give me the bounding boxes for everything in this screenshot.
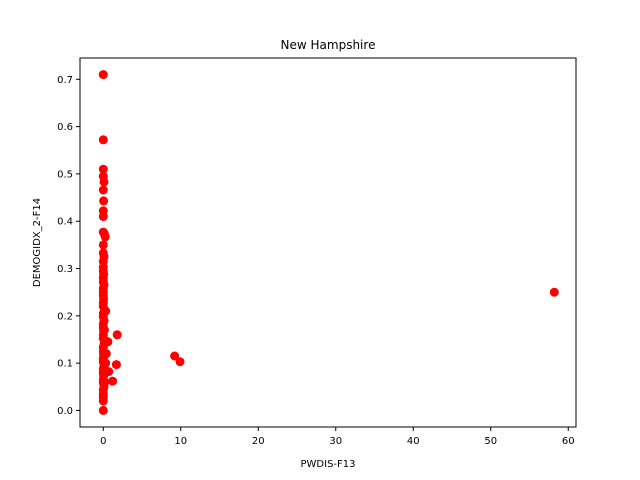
- data-point: [99, 325, 109, 335]
- y-tick-label: 0.7: [57, 75, 73, 86]
- data-point: [101, 349, 111, 359]
- y-tick-label: 0.3: [57, 264, 73, 275]
- data-point: [98, 405, 108, 415]
- y-tick-label: 0.6: [57, 122, 73, 133]
- data-point: [98, 135, 108, 145]
- data-point: [98, 185, 108, 195]
- data-point: [98, 396, 108, 406]
- data-point: [101, 358, 111, 368]
- x-tick-label: 40: [407, 436, 420, 447]
- data-point: [108, 376, 118, 386]
- data-point: [98, 212, 108, 221]
- chart-title: New Hampshire: [281, 38, 376, 52]
- data-point: [111, 360, 121, 370]
- y-tick-label: 0.2: [57, 311, 73, 322]
- y-axis-label: DEMOGIDX_2-F14: [32, 198, 43, 287]
- data-points: [98, 70, 559, 415]
- y-axis: 0.0 0.1 0.2 0.3 0.4 0.5 0.6 0.7: [57, 75, 80, 417]
- data-point: [170, 351, 180, 361]
- y-tick-label: 0.1: [57, 359, 73, 370]
- y-tick-label: 0.5: [57, 169, 73, 180]
- x-axis: 0 10 20 30 40 50 60: [100, 427, 575, 447]
- x-axis-label: PWDIS-F13: [301, 459, 356, 470]
- data-point: [112, 330, 122, 340]
- data-point: [99, 196, 109, 206]
- y-tick-label: 0.0: [57, 406, 73, 417]
- y-tick-label: 0.4: [57, 217, 73, 228]
- x-tick-label: 30: [329, 436, 342, 447]
- plot-frame: [79, 57, 577, 428]
- x-tick-label: 50: [484, 436, 497, 447]
- x-tick-label: 20: [252, 436, 265, 447]
- x-tick-label: 60: [562, 436, 575, 447]
- data-point: [100, 232, 110, 242]
- data-point: [100, 377, 110, 387]
- data-point: [98, 70, 108, 80]
- data-point: [98, 240, 108, 250]
- data-point: [98, 164, 108, 174]
- data-point: [99, 177, 109, 187]
- data-point: [549, 287, 559, 297]
- x-tick-label: 0: [100, 436, 106, 447]
- x-tick-label: 10: [174, 436, 187, 447]
- data-point: [175, 357, 185, 367]
